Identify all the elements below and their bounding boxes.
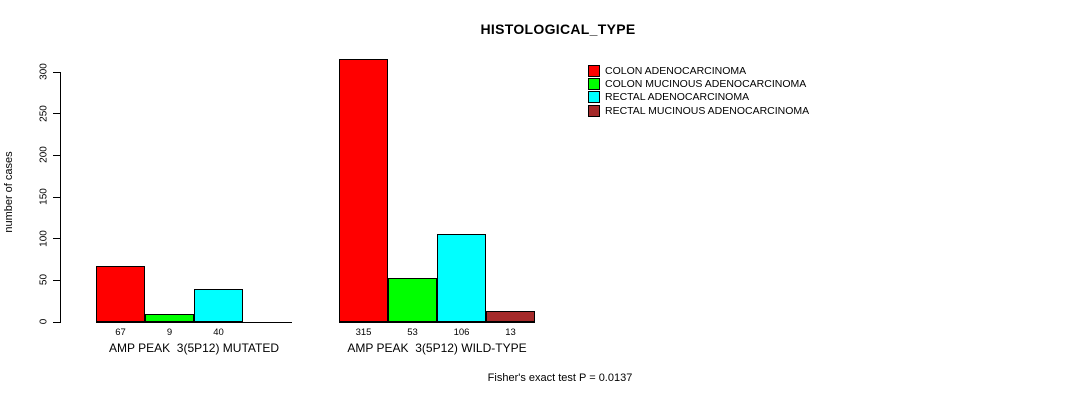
y-axis-tick-label: 150 [38, 188, 50, 205]
legend-item: RECTAL MUCINOUS ADENOCARCINOMA [588, 104, 809, 117]
y-axis-line [60, 72, 61, 323]
bar [194, 289, 243, 322]
bar [145, 314, 194, 322]
x-axis-baseline [96, 322, 292, 323]
bar [437, 234, 486, 322]
bar [96, 266, 145, 322]
legend-swatch [588, 104, 600, 117]
legend-item: RECTAL ADENOCARCINOMA [588, 91, 749, 104]
legend-label: RECTAL MUCINOUS ADENOCARCINOMA [605, 104, 810, 117]
y-axis-tick-label: 100 [38, 229, 50, 247]
y-axis-tick [53, 71, 60, 73]
y-axis-tick-label: 50 [38, 274, 50, 286]
bar [388, 278, 437, 322]
legend-item: COLON MUCINOUS ADENOCARCINOMA [588, 77, 806, 90]
y-axis-tick-label: 200 [38, 146, 50, 164]
y-axis-tick [53, 196, 60, 198]
y-axis-tick-label: 0 [38, 318, 50, 325]
legend-swatch [588, 91, 600, 104]
legend-item: COLON ADENOCARCINOMA [588, 64, 746, 77]
group-label: AMP PEAK 3(5P12) WILD-TYPE [347, 341, 527, 355]
y-axis-tick [53, 321, 60, 323]
bar-value-label: 53 [407, 327, 418, 338]
y-axis-label: number of cases [3, 151, 15, 233]
legend-label: COLON MUCINOUS ADENOCARCINOMA [605, 77, 807, 90]
y-axis-tick [53, 154, 60, 156]
x-axis-baseline [339, 322, 535, 323]
chart-title: HISTOLOGICAL_TYPE [480, 21, 636, 37]
y-axis-tick-label: 300 [38, 63, 50, 80]
bar-value-label: 9 [166, 327, 173, 338]
y-axis-tick [53, 279, 60, 281]
bar-value-label: 106 [453, 327, 470, 338]
bar-value-label: 40 [213, 327, 224, 338]
legend-swatch [588, 77, 600, 90]
y-axis-tick-label: 250 [38, 104, 50, 122]
bar [486, 311, 535, 322]
group-label: AMP PEAK 3(5P12) MUTATED [108, 341, 280, 355]
bar-value-label: 315 [355, 327, 372, 338]
bar-value-label: 13 [505, 327, 516, 338]
legend-label: RECTAL ADENOCARCINOMA [605, 91, 750, 104]
footer-annotation: Fisher's exact test P = 0.0137 [487, 372, 633, 384]
legend-swatch [588, 64, 600, 77]
bar-value-label: 67 [115, 327, 126, 338]
y-axis-tick [53, 238, 60, 240]
y-axis-tick [53, 113, 60, 115]
bar [339, 59, 388, 322]
legend-label: COLON ADENOCARCINOMA [605, 64, 747, 77]
